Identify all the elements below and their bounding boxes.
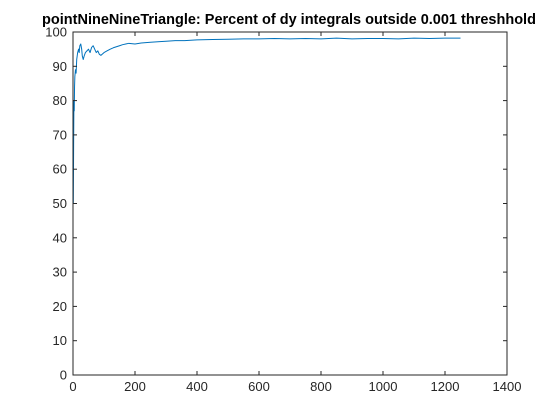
series-line-0	[72, 37, 461, 204]
chart-title: pointNineNineTriangle: Percent of dy int…	[42, 12, 536, 28]
y-tick-label: 0	[60, 368, 67, 383]
x-tick-label: 400	[186, 379, 208, 394]
y-tick-label: 10	[53, 333, 67, 348]
y-tick-label: 90	[53, 59, 67, 74]
x-tick-label: 0	[69, 379, 76, 394]
axes-box	[72, 31, 508, 376]
plot-area	[72, 37, 461, 204]
axes: 0 200 400 600 800 1000 1200 1400 0 10 20 30 40 50 60 70…	[45, 25, 521, 395]
y-tick-label: 60	[53, 162, 67, 177]
x-tick-label: 800	[310, 379, 332, 394]
y-tick-label: 80	[53, 93, 67, 108]
y-tick-label: 30	[53, 265, 67, 280]
y-tick-label: 50	[53, 196, 67, 211]
x-tick-label: 200	[124, 379, 146, 394]
y-tick-label: 20	[53, 299, 67, 314]
y-tick-label: 70	[53, 127, 67, 142]
y-tick-label: 100	[45, 25, 67, 40]
y-tick-label: 40	[53, 230, 67, 245]
x-tick-label: 1200	[431, 379, 460, 394]
x-tick-label: 600	[248, 379, 270, 394]
x-tick-label: 1000	[369, 379, 398, 394]
x-tick-label: 1400	[493, 379, 522, 394]
